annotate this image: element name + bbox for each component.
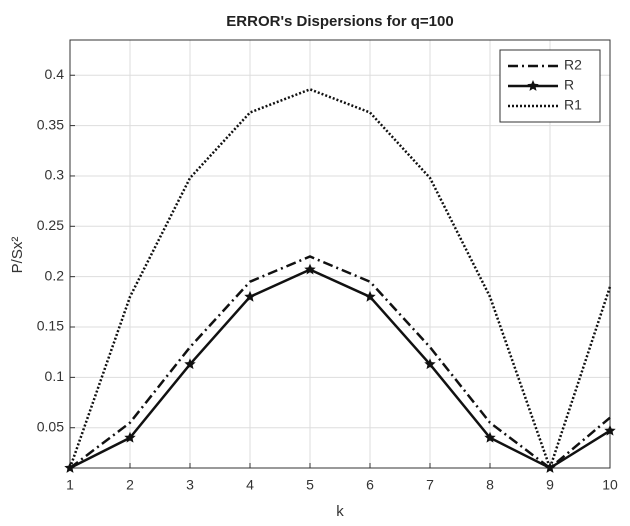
legend-marker: [527, 80, 539, 91]
series-line: [68, 88, 612, 472]
x-axis-label: k: [336, 503, 344, 520]
star-marker: [184, 358, 196, 370]
y-tick-label: 0.4: [45, 66, 65, 82]
x-tick-label: 9: [546, 477, 554, 493]
legend: R2 R R1: [499, 49, 601, 123]
y-tick-label: 0.15: [37, 318, 64, 334]
star-marker: [424, 358, 436, 370]
y-tick-label: 0.1: [45, 368, 65, 384]
x-tick-label: 8: [486, 477, 494, 493]
chart-title: ERROR's Dispersions for q=100: [226, 13, 453, 30]
x-tick-label: 6: [366, 477, 374, 493]
star-marker: [124, 431, 136, 443]
x-tick-label: 1: [66, 477, 74, 493]
y-tick-label: 0.05: [37, 418, 64, 434]
y-tick-label: 0.3: [45, 167, 65, 183]
x-tick-label: 4: [246, 477, 254, 493]
x-tick-label: 10: [602, 477, 618, 493]
series-line: [69, 255, 611, 470]
y-tick-label: 0.25: [37, 217, 64, 233]
star-marker: [544, 462, 556, 473]
legend-label: R: [564, 77, 574, 93]
y-tick-label: 0.35: [37, 116, 64, 132]
series-line: [69, 268, 611, 470]
legend-label: R1: [564, 97, 582, 113]
plot-frame: [69, 39, 611, 469]
x-tick-label: 2: [126, 477, 134, 493]
star-marker: [484, 431, 496, 443]
star-marker: [244, 290, 256, 302]
x-tick-label: 7: [426, 477, 434, 493]
y-tick-label: 0.2: [45, 267, 65, 283]
x-tick-label: 5: [306, 477, 314, 493]
star-marker: [604, 424, 616, 436]
x-tick-label: 3: [186, 477, 194, 493]
legend-label: R2: [564, 57, 582, 73]
star-marker: [364, 290, 376, 302]
star-marker: [304, 263, 316, 275]
y-axis-label: P/Sx²: [9, 237, 26, 274]
